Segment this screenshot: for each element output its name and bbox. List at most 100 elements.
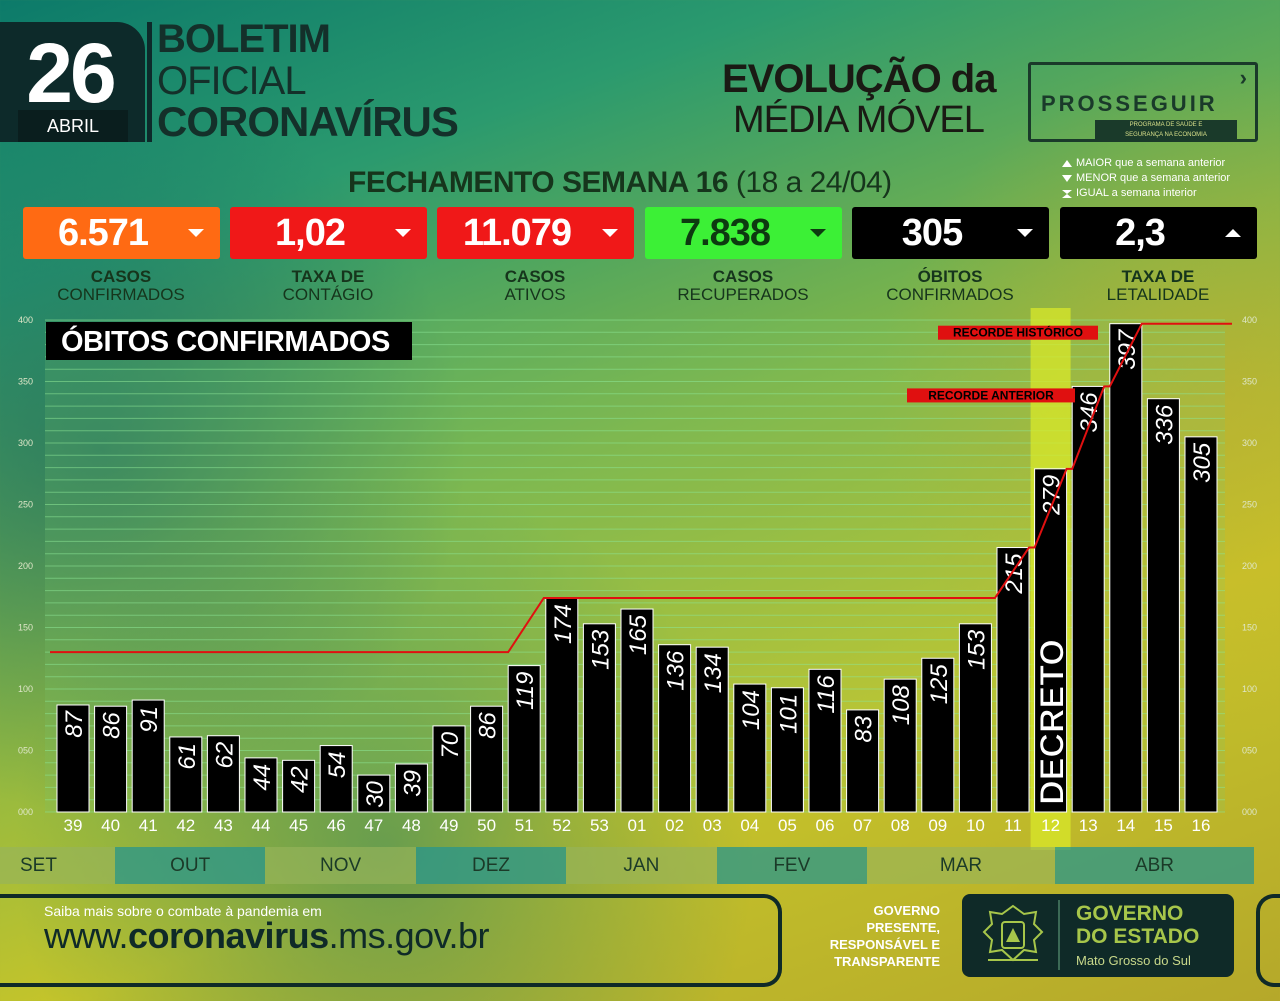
x-tick-label: 03 <box>703 816 722 835</box>
bar <box>658 644 692 813</box>
record-historic-label: RECORDE HISTÓRICO <box>953 325 1083 340</box>
x-tick-label: 06 <box>816 816 835 835</box>
bar <box>131 699 165 813</box>
kpi-value: 305 <box>901 212 963 254</box>
date-month: ABRIL <box>18 110 128 142</box>
bar-value-label: 165 <box>625 614 652 655</box>
footer-box <box>0 894 782 987</box>
bar-value-label: 86 <box>475 712 502 739</box>
bar <box>507 665 541 813</box>
kpi-value: 2,3 <box>1115 212 1166 254</box>
triangle-down-icon <box>395 229 411 237</box>
month-band: SET <box>0 847 115 884</box>
bulletin-topic: CORONAVÍRUS <box>157 98 459 145</box>
bar-value-label: 104 <box>738 690 765 730</box>
kpi-box: 2,3 <box>1060 207 1257 259</box>
kpi-label: TAXA DE CONTÁGIO <box>282 267 374 304</box>
y-tick-label: 350 <box>1242 377 1257 387</box>
y-tick-label: 400 <box>1242 315 1257 325</box>
x-tick-label: 44 <box>252 816 271 835</box>
week-range: (18 a 24/04) <box>735 166 892 199</box>
kpi-value: 6.571 <box>57 212 149 254</box>
program-name: PROSSEGUIR <box>1041 91 1218 116</box>
triangle-up-icon <box>1062 160 1072 167</box>
bar-value-label: 54 <box>324 752 351 779</box>
bar <box>770 687 804 813</box>
y-tick-label: 300 <box>18 438 33 448</box>
record-line <box>50 322 1232 654</box>
gov-divider <box>1058 900 1060 970</box>
bar-value-label: 116 <box>813 675 840 714</box>
decree-label: DECRETO <box>1034 639 1072 805</box>
x-tick-label: 10 <box>966 816 985 835</box>
bar <box>996 547 1030 813</box>
bar <box>695 646 729 813</box>
bar <box>357 774 391 813</box>
x-tick-label: 05 <box>778 816 797 835</box>
y-tick-label: 000 <box>18 807 33 817</box>
kpi-box: 11.079 <box>437 207 634 259</box>
evolution-subtitle: MÉDIA MÓVEL <box>733 99 985 141</box>
kpi-label: CASOS CONFIRMADOS <box>57 267 185 304</box>
bar <box>206 735 240 813</box>
bar <box>56 704 90 813</box>
trend-legend: MAIOR que a semana anterior MENOR que a … <box>1062 156 1230 201</box>
date-day: 26 <box>26 26 116 120</box>
bar-value-label: 119 <box>512 672 539 710</box>
bar <box>470 705 504 813</box>
bar <box>394 763 428 813</box>
bar-value-label: 91 <box>136 706 163 733</box>
legend-greater: MAIOR que a semana anterior <box>1076 157 1226 169</box>
kpi-box: 1,02 <box>230 207 427 259</box>
bar <box>1071 385 1105 813</box>
bar-value-label: 153 <box>963 629 990 670</box>
bar <box>1109 323 1143 813</box>
footer-corner <box>1256 894 1280 987</box>
kpi-value: 1,02 <box>275 212 346 254</box>
y-tick-label: 150 <box>18 623 33 633</box>
x-tick-label: 47 <box>364 816 383 835</box>
y-tick-label: 250 <box>18 500 33 510</box>
x-tick-label: 49 <box>440 816 459 835</box>
kpi-box: 7.838 <box>645 207 842 259</box>
record-previous-label: RECORDE ANTERIOR <box>928 388 1054 402</box>
bar-value-label: 134 <box>700 653 727 693</box>
kpi-value: 11.079 <box>462 212 572 254</box>
x-tick-label: 08 <box>891 816 910 835</box>
bar-value-label: 336 <box>1151 404 1178 445</box>
y-tick-label: 200 <box>1242 561 1257 571</box>
gov-state: Mato Grosso do Sul <box>1076 953 1191 968</box>
legend-equal: IGUAL a semana interior <box>1076 187 1197 199</box>
bar <box>846 709 880 813</box>
bar-value-label: 86 <box>99 712 126 739</box>
y-tick-label: 200 <box>18 561 33 571</box>
bulletin-title: BOLETIM <box>157 17 331 61</box>
bar-value-label: 44 <box>249 764 276 791</box>
y-tick-label: 150 <box>1242 623 1257 633</box>
bulletin-subtitle: OFICIAL <box>157 59 307 103</box>
x-tick-label: 07 <box>853 816 872 835</box>
bar <box>620 608 654 813</box>
bar <box>319 745 353 813</box>
month-band: MAR <box>867 847 1055 884</box>
kpi-box: 6.571 <box>23 207 220 259</box>
chart-title: ÓBITOS CONFIRMADOS <box>46 322 412 360</box>
week-title-text: FECHAMENTO SEMANA 16 <box>348 166 729 199</box>
y-tick-label: 050 <box>1242 746 1257 756</box>
y-tick-label: 000 <box>1242 807 1257 817</box>
bar-value-label: 87 <box>61 709 88 737</box>
triangle-down-icon <box>188 229 204 237</box>
triangle-down-icon <box>602 229 618 237</box>
bar <box>808 668 842 813</box>
bar <box>169 736 203 813</box>
x-tick-label: 14 <box>1116 816 1135 835</box>
footer-url[interactable]: www.coronavirus.ms.gov.br <box>44 915 489 956</box>
x-tick-label: 04 <box>740 816 759 835</box>
x-tick-label: 50 <box>477 816 496 835</box>
bar-value-label: 305 <box>1189 442 1216 483</box>
bar <box>582 623 616 813</box>
x-tick-label: 51 <box>515 816 534 835</box>
state-crest-icon <box>982 904 1044 962</box>
x-tick-label: 41 <box>139 816 158 835</box>
